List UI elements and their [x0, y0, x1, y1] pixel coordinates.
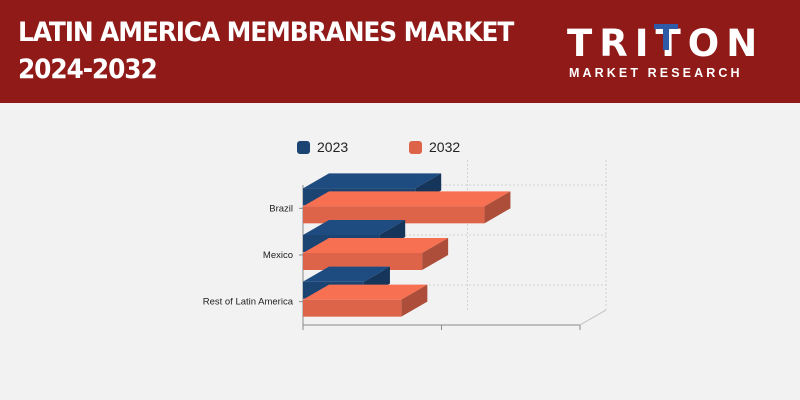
- legend-swatch-2032: [409, 140, 422, 154]
- triton-logo: TRITON MARKET RESEARCH: [567, 24, 757, 84]
- bar-side-2032-Rest of Latin America: [401, 284, 428, 317]
- bar-top-2023-Brazil: [303, 173, 442, 189]
- legend-item-2023: 2023: [297, 139, 348, 155]
- bar-side-2032-Mexico: [422, 238, 449, 270]
- header-banner: LATIN AMERICA MEMBRANES MARKET 2024-2032…: [0, 0, 800, 103]
- legend-label-2023: 2023: [317, 139, 349, 155]
- bar-side-2032-Brazil: [484, 191, 511, 224]
- bar-front-2032-Rest of Latin America: [303, 299, 402, 317]
- category-label: Mexico: [263, 250, 293, 261]
- bar-top-2023-Mexico: [303, 220, 406, 235]
- bar-top-2023-Rest of Latin America: [303, 266, 390, 282]
- bar-top-2032-Mexico: [303, 238, 449, 253]
- logo-tagline: MARKET RESEARCH: [569, 66, 743, 80]
- bar-front-2032-Mexico: [303, 253, 423, 270]
- floor-edge: [579, 309, 607, 326]
- category-label: Brazil: [269, 203, 293, 214]
- logo-accent-stem: [663, 24, 669, 50]
- title-line-1: LATIN AMERICA MEMBRANES MARKET: [18, 17, 514, 48]
- legend-label-2032: 2032: [429, 139, 461, 155]
- logo-wordmark: TRITON: [567, 24, 764, 64]
- bar-top-2032-Rest of Latin America: [303, 284, 428, 300]
- title-line-2: 2024-2032: [18, 54, 158, 85]
- legend-item-2032: 2032: [409, 139, 460, 155]
- legend-swatch-2023: [297, 140, 310, 154]
- page-title: LATIN AMERICA MEMBRANES MARKET 2024-2032: [18, 14, 514, 88]
- category-label: Rest of Latin America: [203, 297, 294, 308]
- bar-top-2032-Brazil: [303, 191, 511, 207]
- bar-front-2032-Brazil: [303, 206, 485, 224]
